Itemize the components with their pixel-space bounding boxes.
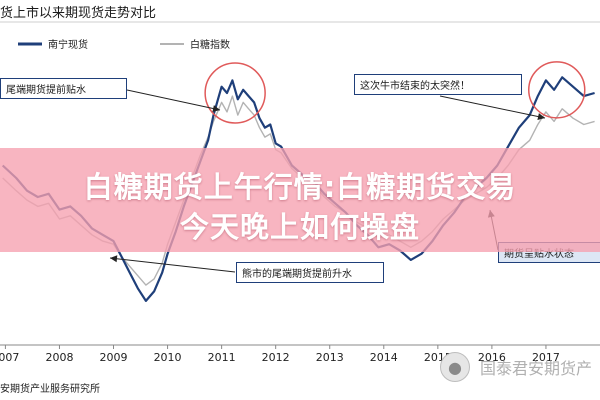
arrow-bull-ends-head [537, 113, 545, 120]
highlight-circle-2017 [528, 61, 586, 119]
x-tick-label: 2010 [154, 351, 182, 364]
arrow-bull-ends [439, 95, 546, 119]
x-tick-label: 2007 [0, 351, 19, 364]
wechat-icon: ● [440, 352, 470, 382]
legend: 南宁现货 白糖指数 [18, 38, 230, 51]
x-tick-label: 2012 [262, 351, 290, 364]
arrow-futures-discount [126, 89, 221, 111]
x-tick-label: 2016 [478, 351, 506, 364]
x-tick-label: 2008 [45, 351, 73, 364]
arrow-bear-premium-head [110, 255, 118, 263]
x-tick-label: 2011 [208, 351, 236, 364]
chart-title: 货上市以来期现货走势对比 [0, 6, 157, 21]
headline-line-1: 白糖期货上午行情:白糖期货交易 [83, 170, 517, 204]
annotation-bear-premium: 熊市的尾端期货提前升水 [236, 262, 384, 283]
legend-label: 白糖指数 [190, 38, 230, 51]
legend-label: 南宁现货 [48, 38, 88, 51]
annotation-futures-discount: 尾端期货提前贴水 [0, 78, 127, 99]
watermark-text: 国泰君安期货产 [480, 359, 593, 378]
headline-banner: 白糖期货上午行情:白糖期货交易 今天晚上如何操盘 [0, 148, 600, 252]
headline-line-2: 今天晚上如何操盘 [179, 210, 420, 244]
x-tick-label: 2014 [370, 351, 398, 364]
x-tick-label: 2017 [532, 351, 560, 364]
arrow-futures-discount-head [212, 105, 220, 112]
arrow-bear-premium [109, 257, 236, 273]
source-note: 安期货产业服务研究所 [0, 384, 100, 395]
x-tick-label: 2013 [316, 351, 344, 364]
x-tick-label: 2009 [100, 351, 128, 364]
axes [0, 21, 600, 346]
highlight-circle-2011 [204, 62, 266, 124]
annotation-bull-ends: 这次牛市结束的太突然！ [354, 74, 522, 95]
watermark: ● 国泰君安期货产 [440, 352, 592, 382]
